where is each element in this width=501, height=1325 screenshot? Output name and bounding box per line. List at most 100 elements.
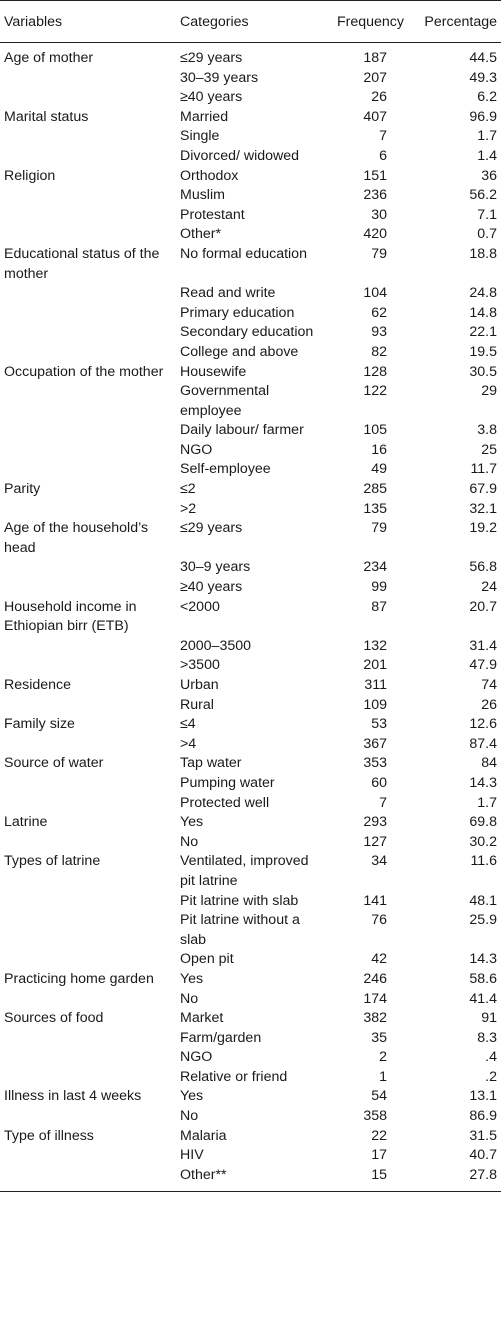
table-row: Type of illness Malaria 22 31.5 xyxy=(0,1127,501,1147)
table-row: Illness in last 4 weeks Yes 54 13.1 xyxy=(0,1087,501,1107)
frequency-cell: 6 xyxy=(379,147,387,164)
percentage-cell: 7.1 xyxy=(477,206,497,223)
table-row: No 358 86.9 xyxy=(0,1107,501,1127)
category-cell: ≥40 years xyxy=(180,579,243,596)
variable-cell xyxy=(0,578,176,598)
percentage-cell: 31.5 xyxy=(469,1127,497,1144)
category-cell: >2 xyxy=(180,500,197,517)
category-cell: Primary education xyxy=(180,304,295,321)
category-cell: Relative or friend xyxy=(180,1068,288,1085)
table-row: Parity ≤2 285 67.9 xyxy=(0,480,501,500)
variable-cell xyxy=(0,696,176,716)
table-row: No 127 30.2 xyxy=(0,833,501,853)
percentage-cell: 3.8 xyxy=(477,422,497,439)
variable-cell xyxy=(0,225,176,245)
category-cell: No xyxy=(180,990,199,1007)
table-row: Protestant 30 7.1 xyxy=(0,206,501,226)
category-cell: 30–9 years xyxy=(180,559,251,576)
frequency-cell: 187 xyxy=(363,50,387,66)
variable-cell xyxy=(0,774,176,794)
frequency-cell: 99 xyxy=(371,579,387,596)
percentage-cell: 26 xyxy=(481,696,497,713)
category-cell: ≤29 years xyxy=(180,520,243,537)
percentage-cell: 25.9 xyxy=(469,912,497,929)
variable-cell xyxy=(0,323,176,343)
percentage-cell: 27.8 xyxy=(469,1166,497,1183)
percentage-cell: 20.7 xyxy=(469,598,497,615)
variable-cell xyxy=(0,186,176,206)
variable-cell xyxy=(0,637,176,657)
variable-cell: Parity xyxy=(4,481,41,498)
percentage-cell: 25 xyxy=(481,441,497,458)
variable-cell: Family size xyxy=(4,716,75,733)
table-row: Pumping water 60 14.3 xyxy=(0,774,501,794)
variable-cell xyxy=(0,1068,176,1088)
variable-cell xyxy=(0,558,176,578)
variable-cell xyxy=(0,441,176,461)
percentage-cell: 6.2 xyxy=(477,89,497,106)
category-cell: No xyxy=(180,1108,199,1125)
percentage-cell: 32.1 xyxy=(469,500,497,517)
percentage-cell: 12.6 xyxy=(469,716,497,733)
category-cell: <2000 xyxy=(180,598,220,615)
variable-cell xyxy=(0,833,176,853)
frequency-cell: 127 xyxy=(363,833,387,850)
table-row: Rural 109 26 xyxy=(0,696,501,716)
variable-cell xyxy=(0,1048,176,1068)
category-cell: Farm/garden xyxy=(180,1029,262,1046)
variable-cell xyxy=(0,421,176,441)
frequency-cell: 2 xyxy=(379,1049,387,1066)
table-row: 30–9 years 234 56.8 xyxy=(0,558,501,578)
percentage-cell: 0.7 xyxy=(477,226,497,243)
frequency-cell: 15 xyxy=(371,1166,387,1183)
frequency-cell: 135 xyxy=(363,500,387,517)
table-row: Other** 15 27.8 xyxy=(0,1166,501,1192)
percentage-cell: 41.4 xyxy=(469,990,497,1007)
percentage-cell: 19.2 xyxy=(469,520,497,537)
category-cell: Secondary education xyxy=(180,324,314,341)
percentage-cell: 58.6 xyxy=(469,970,497,987)
variable-cell xyxy=(0,794,176,814)
percentage-cell: 44.5 xyxy=(469,50,497,66)
category-cell: Governmental employee xyxy=(180,383,270,419)
category-cell: Urban xyxy=(180,677,219,693)
variable-cell: Source of water xyxy=(4,755,104,772)
frequency-cell: 132 xyxy=(363,637,387,654)
percentage-cell: 19.5 xyxy=(469,343,497,360)
percentage-cell: 36 xyxy=(481,167,497,184)
variable-cell xyxy=(0,88,176,108)
header-categories: Categories xyxy=(180,13,249,30)
variable-cell xyxy=(0,656,176,676)
table-row: >3500 201 47.9 xyxy=(0,656,501,676)
header-percentage: Percentage xyxy=(424,13,497,30)
table-row: Age of mother ≤29 years 187 44.5 xyxy=(0,43,501,69)
table-row: Household income in Ethiopian birr (ETB)… xyxy=(0,598,501,637)
category-cell: Muslim xyxy=(180,187,225,204)
table-row: Primary education 62 14.8 xyxy=(0,304,501,324)
frequency-cell: 35 xyxy=(371,1029,387,1046)
variable-cell: Latrine xyxy=(4,814,48,831)
percentage-cell: 31.4 xyxy=(469,637,497,654)
frequency-cell: 407 xyxy=(363,108,387,125)
frequency-cell: 54 xyxy=(371,1088,387,1105)
category-cell: Housewife xyxy=(180,363,247,380)
percentage-cell: 14.3 xyxy=(469,951,497,968)
frequency-cell: 246 xyxy=(363,970,387,987)
frequency-cell: 128 xyxy=(363,363,387,380)
variable-cell xyxy=(0,735,176,755)
frequency-cell: 79 xyxy=(371,245,387,262)
table-row: Single 7 1.7 xyxy=(0,127,501,147)
table-row: Farm/garden 35 8.3 xyxy=(0,1029,501,1049)
percentage-cell: 11.7 xyxy=(470,461,497,478)
category-cell: Yes xyxy=(180,970,204,987)
table-row: Other* 420 0.7 xyxy=(0,225,501,245)
variable-cell xyxy=(0,284,176,304)
table-row: Read and write 104 24.8 xyxy=(0,284,501,304)
category-cell: Pit latrine without a slab xyxy=(180,912,300,948)
percentage-cell: 40.7 xyxy=(469,1147,497,1164)
category-cell: Protected well xyxy=(180,794,270,811)
variable-cell xyxy=(0,69,176,89)
category-cell: Daily labour/ farmer xyxy=(180,422,304,439)
variable-cell xyxy=(0,460,176,480)
category-cell: Pit latrine with slab xyxy=(180,892,299,909)
